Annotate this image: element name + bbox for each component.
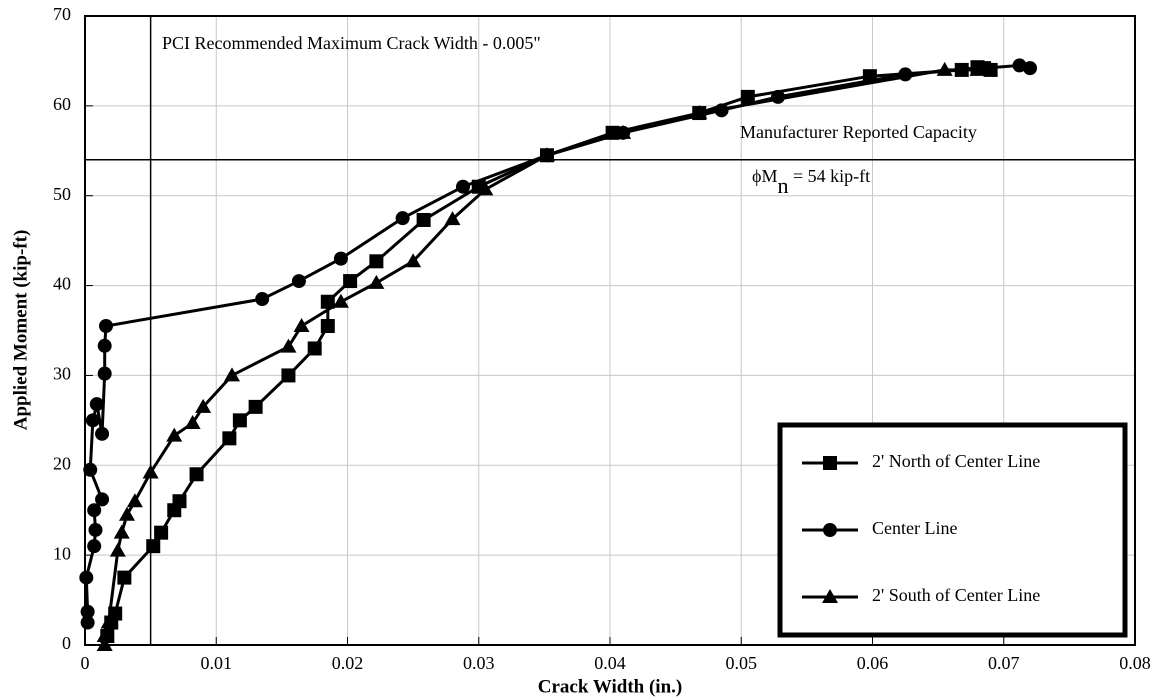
legend-label: 2' North of Center Line (872, 451, 1040, 471)
data-point (969, 61, 986, 76)
y-tick-label: 10 (53, 543, 71, 563)
data-point (222, 431, 237, 446)
data-point (332, 293, 349, 308)
data-point (117, 570, 132, 585)
legend-marker (823, 523, 837, 537)
data-point (293, 318, 310, 333)
data-point (87, 539, 102, 554)
data-point (88, 522, 103, 537)
y-tick-label: 50 (53, 184, 71, 204)
data-point (1012, 58, 1027, 73)
data-point (232, 413, 247, 428)
data-point (333, 251, 348, 266)
data-point (119, 506, 135, 521)
x-axis-title: Crack Width (in.) (538, 676, 682, 697)
data-point (142, 464, 159, 479)
x-tick-label: 0.04 (594, 653, 626, 673)
x-tick-label: 0.05 (726, 653, 758, 673)
data-point (97, 338, 112, 353)
data-point (97, 366, 112, 381)
data-point (195, 398, 212, 413)
legend-marker (822, 589, 838, 603)
data-point (343, 274, 358, 289)
data-point (444, 211, 461, 226)
data-point (369, 254, 384, 269)
annotation-part: = 54 kip-ft (788, 166, 870, 186)
legend-label: Center Line (872, 518, 957, 538)
data-point (95, 426, 110, 441)
x-tick-label: 0 (81, 653, 90, 673)
data-point (89, 397, 104, 412)
x-tick-label: 0.08 (1119, 653, 1151, 673)
data-point (291, 274, 306, 289)
plot-border (84, 15, 1136, 646)
y-tick-label: 30 (53, 364, 71, 384)
annotation: ϕMn = 54 kip-ft (752, 166, 870, 198)
data-point (281, 368, 296, 383)
annotation-subscript: n (777, 173, 788, 198)
data-point (248, 399, 263, 414)
x-tick-label: 0.06 (857, 653, 889, 673)
data-point (368, 274, 385, 289)
x-tick-label: 0.01 (201, 653, 233, 673)
legend-label: 2' South of Center Line (872, 585, 1040, 605)
data-point (307, 341, 322, 356)
data-point (983, 62, 998, 77)
data-point (113, 524, 130, 539)
data-point (456, 179, 470, 194)
data-point (154, 525, 169, 540)
y-tick-label: 70 (53, 4, 71, 24)
data-point (691, 105, 708, 120)
annotation: PCI Recommended Maximum Crack Width - 0.… (162, 33, 541, 53)
data-point (96, 628, 113, 643)
y-tick-label: 40 (53, 274, 71, 294)
data-point (80, 604, 95, 619)
data-point (615, 124, 632, 139)
y-axis-title: Applied Moment (kip-ft) (10, 230, 31, 431)
y-tick-label: 20 (53, 453, 71, 473)
data-point (126, 493, 143, 508)
x-tick-label: 0.03 (463, 653, 495, 673)
data-point (416, 212, 431, 227)
data-point (172, 494, 187, 509)
data-point (320, 294, 335, 309)
data-point (405, 253, 422, 268)
y-tick-label: 0 (62, 633, 71, 653)
data-point (539, 147, 555, 162)
data-point (320, 319, 335, 334)
data-point (100, 614, 117, 629)
data-point (96, 637, 113, 651)
data-point (83, 462, 98, 477)
data-point (898, 67, 913, 82)
data-point (146, 539, 161, 554)
data-point (99, 319, 113, 334)
data-point (166, 427, 183, 442)
data-point (936, 61, 953, 76)
annotation: Manufacturer Reported Capacity (740, 122, 977, 142)
data-point (1023, 61, 1037, 76)
data-point (79, 570, 94, 585)
data-point (740, 89, 755, 104)
x-tick-label: 0.07 (988, 653, 1020, 673)
data-point (184, 415, 201, 430)
data-point (395, 211, 410, 226)
y-tick-label: 60 (53, 94, 71, 114)
data-point (95, 492, 110, 507)
data-point (87, 503, 102, 518)
data-point (189, 467, 204, 482)
x-tick-label: 0.02 (332, 653, 364, 673)
data-point (280, 338, 297, 353)
annotation-part: ϕM (752, 166, 777, 186)
legend-marker (823, 456, 837, 470)
data-point (224, 367, 240, 382)
data-point (80, 615, 95, 630)
data-point (85, 413, 100, 428)
data-point (477, 181, 494, 196)
data-point (255, 292, 270, 307)
data-point (109, 542, 126, 557)
